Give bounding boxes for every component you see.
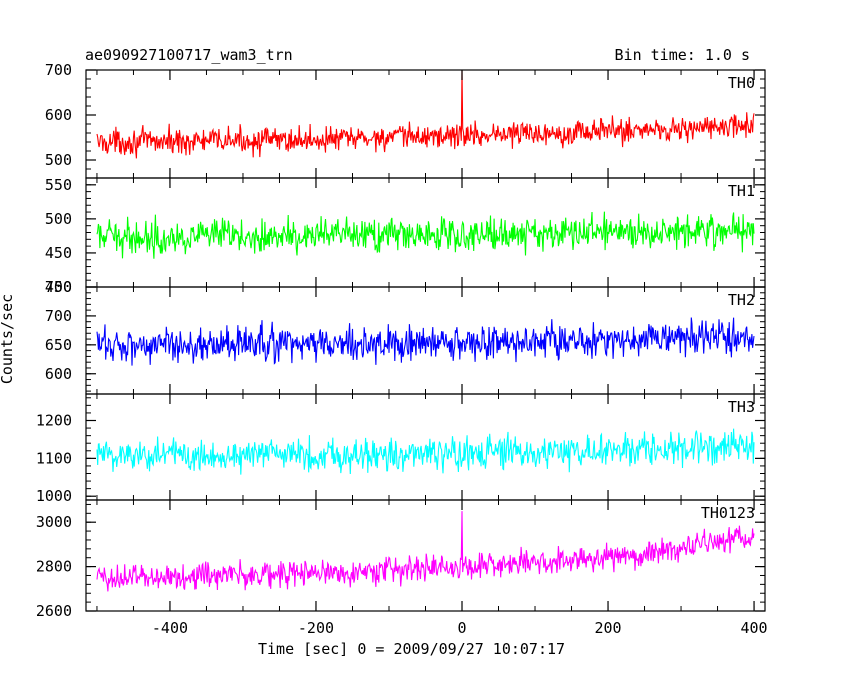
series-line-th0123 [96,511,755,592]
y-tick-label: 1000 [36,487,72,505]
chart-title: ae090927100717_wam3_trn [85,46,293,64]
panel-label-th3: TH3 [728,398,755,416]
y-tick-label: 1200 [36,412,72,430]
series-line-th1 [96,211,755,259]
y-tick-label: 700 [45,307,72,325]
x-axis-label: Time [sec] 0 = 2009/09/27 10:07:17 [258,640,566,658]
y-tick-label: 550 [45,176,72,194]
x-tick-label: 200 [594,619,621,637]
series-line-th3 [96,428,755,475]
y-tick-label: 1100 [36,449,72,467]
y-tick-label: 2800 [36,558,72,576]
panel-label-th0: TH0 [728,74,755,92]
x-tick-label: -400 [152,619,188,637]
bin-time-label: Bin time: 1.0 s [614,46,750,64]
x-tick-label: 400 [741,619,768,637]
x-tick-label: -200 [298,619,334,637]
y-tick-label: 750 [45,278,72,296]
series-line-th0 [96,69,755,159]
panel-label-th2: TH2 [728,291,755,309]
y-tick-label: 650 [45,336,72,354]
y-tick-label: 3000 [36,513,72,531]
panel-label-th0123: TH0123 [701,504,755,522]
panel-frame-th2 [85,286,766,395]
x-tick-label: 0 [457,619,466,637]
y-tick-label: 450 [45,244,72,262]
y-tick-label: 2600 [36,602,72,620]
y-tick-label: 500 [45,210,72,228]
series-line-th2 [96,317,755,366]
y-tick-label: 600 [45,106,72,124]
y-tick-label: 500 [45,151,72,169]
y-tick-label: 400 [45,278,72,296]
panel-label-th1: TH1 [728,182,755,200]
y-tick-label: 700 [45,61,72,79]
panel-frame-th0 [85,69,766,179]
y-tick-label: 600 [45,365,72,383]
